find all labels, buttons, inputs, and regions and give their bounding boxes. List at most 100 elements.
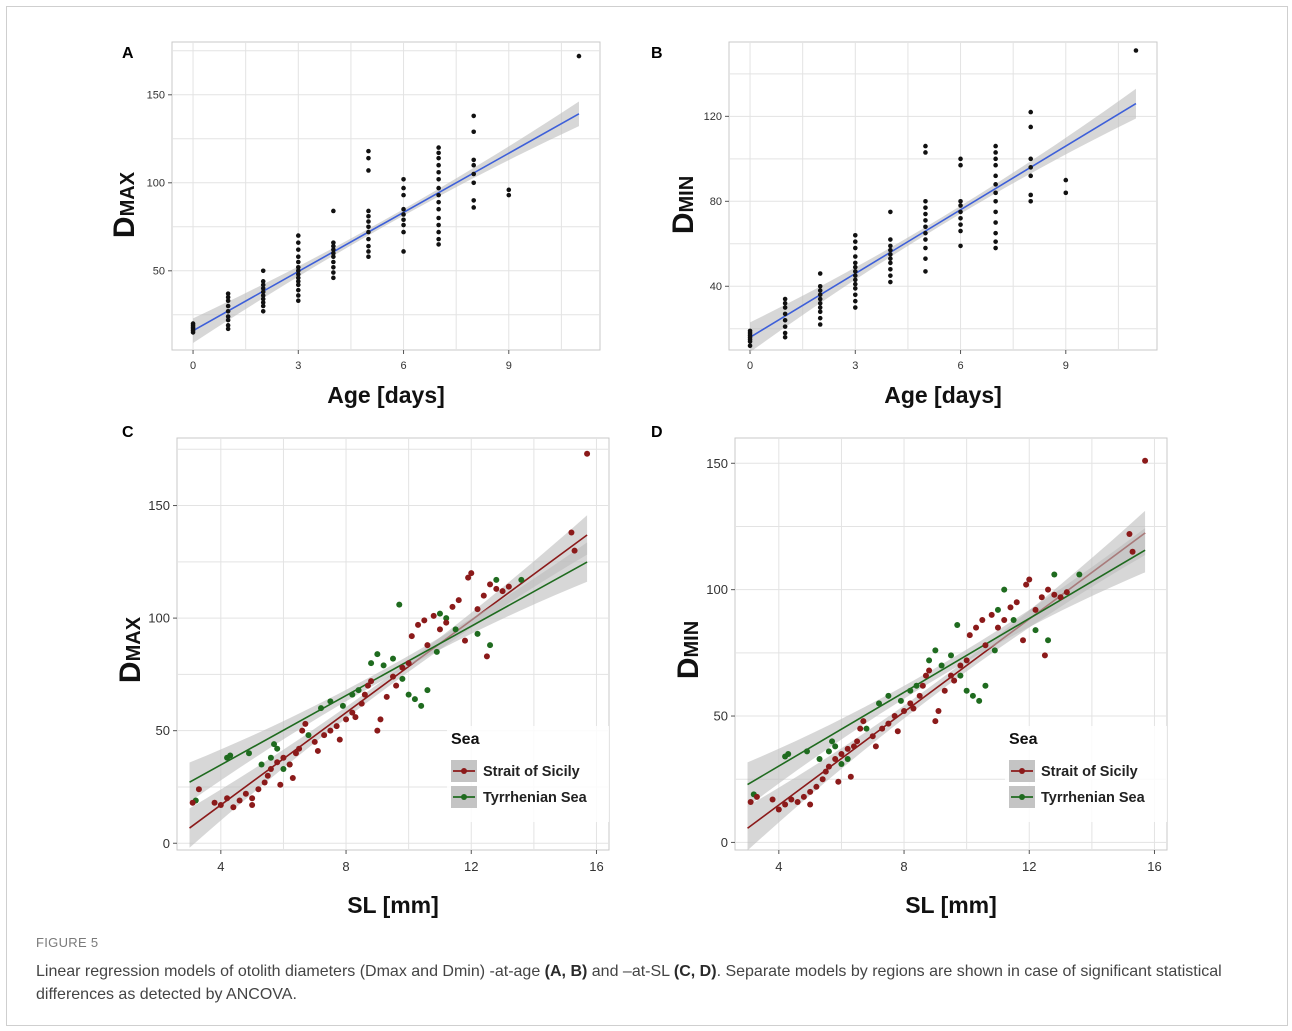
data-point-strait-of-sicily xyxy=(982,642,988,648)
data-point xyxy=(226,323,231,328)
x-tick-label: 4 xyxy=(775,859,782,874)
data-point xyxy=(226,291,231,296)
data-point xyxy=(888,237,893,242)
data-point-strait-of-sicily xyxy=(224,795,230,801)
data-point xyxy=(366,168,371,173)
data-point xyxy=(296,288,301,293)
data-point xyxy=(853,246,858,251)
y-tick-label: 120 xyxy=(704,111,722,123)
data-point xyxy=(331,270,336,275)
legend-d: SeaStrait of SicilyTyrrhenian Sea xyxy=(1005,726,1167,822)
data-point xyxy=(471,172,476,177)
data-point-strait-of-sicily xyxy=(493,586,499,592)
data-point-strait-of-sicily xyxy=(249,802,255,808)
data-point xyxy=(923,150,928,155)
data-point xyxy=(783,312,788,317)
data-point xyxy=(993,191,998,196)
data-point-tyrrhenian-sea xyxy=(390,656,396,662)
y-axis-label-main: D xyxy=(672,658,705,680)
y-tick-label: 150 xyxy=(148,498,170,513)
data-point-strait-of-sicily xyxy=(377,716,383,722)
data-point xyxy=(1028,125,1033,130)
y-axis-label-b: DMIN xyxy=(667,176,700,234)
data-point-strait-of-sicily xyxy=(572,548,578,554)
data-point-strait-of-sicily xyxy=(327,728,333,734)
data-point-strait-of-sicily xyxy=(290,775,296,781)
data-point xyxy=(331,209,336,214)
data-point xyxy=(853,305,858,310)
data-point-tyrrhenian-sea xyxy=(838,761,844,767)
data-point xyxy=(818,292,823,297)
data-point-strait-of-sicily xyxy=(506,584,512,590)
data-point-tyrrhenian-sea xyxy=(804,748,810,754)
data-point-strait-of-sicily xyxy=(979,617,985,623)
data-point-tyrrhenian-sea xyxy=(785,751,791,757)
y-axis-label-sub: MIN xyxy=(681,621,703,658)
data-point xyxy=(296,298,301,303)
data-point xyxy=(923,256,928,261)
data-point-strait-of-sicily xyxy=(1058,594,1064,600)
data-point xyxy=(923,205,928,210)
data-point xyxy=(853,292,858,297)
data-point-strait-of-sicily xyxy=(823,769,829,775)
data-point-strait-of-sicily xyxy=(584,451,590,457)
data-point-tyrrhenian-sea xyxy=(268,755,274,761)
data-point-tyrrhenian-sea xyxy=(246,750,252,756)
panel-label-c: C xyxy=(122,424,134,441)
data-point-tyrrhenian-sea xyxy=(898,698,904,704)
data-point-strait-of-sicily xyxy=(1039,594,1045,600)
data-point-strait-of-sicily xyxy=(243,791,249,797)
data-point xyxy=(366,249,371,254)
data-point-tyrrhenian-sea xyxy=(964,688,970,694)
data-point xyxy=(436,170,441,175)
data-point xyxy=(471,114,476,119)
data-point xyxy=(993,163,998,168)
y-tick-label: 100 xyxy=(148,611,170,626)
data-point xyxy=(853,286,858,291)
data-point-strait-of-sicily xyxy=(845,746,851,752)
data-point-strait-of-sicily xyxy=(1026,577,1032,583)
data-point-strait-of-sicily xyxy=(879,726,885,732)
data-point-strait-of-sicily xyxy=(399,665,405,671)
data-point-tyrrhenian-sea xyxy=(817,756,823,762)
data-point-tyrrhenian-sea xyxy=(1001,587,1007,593)
data-point xyxy=(993,220,998,225)
data-point-strait-of-sicily xyxy=(857,726,863,732)
data-point-strait-of-sicily xyxy=(390,674,396,680)
data-point-tyrrhenian-sea xyxy=(368,660,374,666)
y-tick-label: 80 xyxy=(710,196,722,208)
data-point-tyrrhenian-sea xyxy=(356,687,362,693)
data-point-strait-of-sicily xyxy=(487,581,493,587)
y-tick-label: 150 xyxy=(147,90,165,102)
data-point-strait-of-sicily xyxy=(820,776,826,782)
y-tick-label: 40 xyxy=(710,281,722,293)
data-point-strait-of-sicily xyxy=(1142,458,1148,464)
data-point-tyrrhenian-sea xyxy=(1051,571,1057,577)
data-point xyxy=(401,177,406,182)
data-point xyxy=(888,273,893,278)
data-point xyxy=(818,288,823,293)
data-point-strait-of-sicily xyxy=(287,761,293,767)
data-point-strait-of-sicily xyxy=(923,673,929,679)
y-tick-label: 0 xyxy=(721,835,728,850)
data-point-tyrrhenian-sea xyxy=(829,738,835,744)
data-point-strait-of-sicily xyxy=(989,612,995,618)
data-point-tyrrhenian-sea xyxy=(957,673,963,679)
data-point-tyrrhenian-sea xyxy=(970,693,976,699)
data-point xyxy=(853,233,858,238)
x-tick-label: 0 xyxy=(190,360,196,372)
data-point-tyrrhenian-sea xyxy=(826,748,832,754)
data-point-tyrrhenian-sea xyxy=(954,622,960,628)
data-point-strait-of-sicily xyxy=(218,802,224,808)
data-point-tyrrhenian-sea xyxy=(982,683,988,689)
data-point-strait-of-sicily xyxy=(481,593,487,599)
data-point-tyrrhenian-sea xyxy=(876,700,882,706)
y-axis-label-c: DMAX xyxy=(114,616,147,683)
y-axis-label-d: DMIN xyxy=(672,621,705,679)
data-point-strait-of-sicily xyxy=(249,795,255,801)
data-point xyxy=(436,151,441,156)
data-point xyxy=(436,237,441,242)
legend-title: Sea xyxy=(1009,731,1038,748)
data-point-tyrrhenian-sea xyxy=(832,743,838,749)
data-point xyxy=(366,244,371,249)
